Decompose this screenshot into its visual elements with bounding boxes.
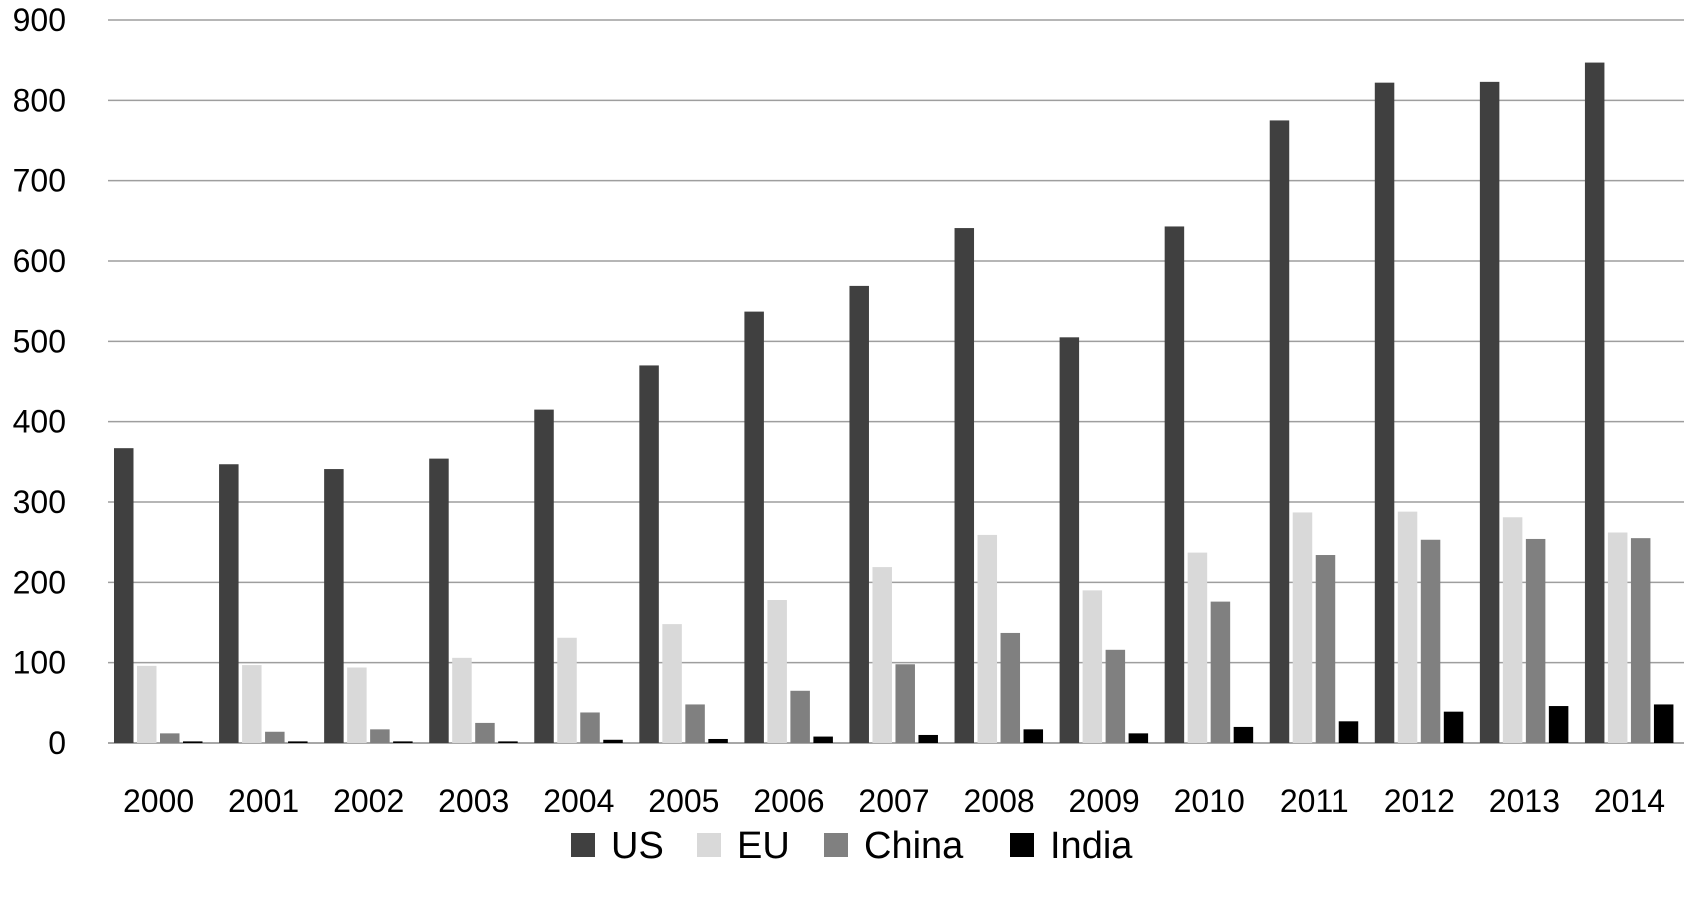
x-tick-label: 2007 <box>858 783 929 819</box>
bar-china-2002 <box>370 729 390 743</box>
bar-china-2000 <box>160 733 180 743</box>
y-tick-label: 400 <box>13 404 66 440</box>
y-tick-label: 700 <box>13 163 66 199</box>
bar-india-2004 <box>603 739 623 743</box>
bar-eu-2003 <box>452 657 472 743</box>
bars <box>114 62 1674 744</box>
bar-us-2012 <box>1374 82 1395 743</box>
x-tick-label: 2001 <box>228 783 299 819</box>
y-tick-label: 300 <box>13 484 66 520</box>
bar-eu-2007 <box>872 567 892 743</box>
bar-us-2010 <box>1164 226 1185 743</box>
bar-china-2007 <box>895 664 915 743</box>
bar-china-2011 <box>1315 555 1336 743</box>
bar-china-2008 <box>1000 632 1021 743</box>
bar-china-2005 <box>685 704 705 743</box>
bar-india-2009 <box>1128 733 1149 743</box>
bar-us-2004 <box>534 409 554 743</box>
y-tick-label: 800 <box>13 82 66 118</box>
x-axis-tick-labels: 2000 2001 2002 2003 2004 2005 2006 2007 2008 2009… <box>123 783 1665 819</box>
bar-eu-2001 <box>242 665 262 743</box>
y-tick-label: 500 <box>13 323 66 359</box>
bar-us-2003 <box>429 458 449 743</box>
legend-swatch-us <box>571 833 595 857</box>
bar-china-2003 <box>475 722 495 743</box>
bar-eu-2004 <box>557 637 577 743</box>
y-tick-label: 200 <box>13 564 66 600</box>
y-tick-label: 0 <box>48 725 66 761</box>
x-tick-label: 2012 <box>1384 783 1455 819</box>
y-tick-label: 900 <box>13 2 66 38</box>
bar-india-2011 <box>1338 721 1359 743</box>
y-axis-tick-labels: 0 100 200 300 400 500 600 700 800 900 <box>13 2 66 761</box>
bar-china-2013 <box>1525 538 1546 743</box>
bar-india-2012 <box>1443 711 1464 743</box>
x-tick-label: 2004 <box>543 783 614 819</box>
x-tick-label: 2010 <box>1174 783 1245 819</box>
bar-india-2001 <box>288 741 308 743</box>
bar-us-2000 <box>114 448 134 743</box>
bar-india-2002 <box>393 741 413 743</box>
bar-eu-2011 <box>1292 512 1313 743</box>
x-tick-label: 2008 <box>963 783 1034 819</box>
bar-us-2008 <box>954 228 975 743</box>
bar-india-2014 <box>1653 704 1674 743</box>
bar-china-2009 <box>1105 649 1126 743</box>
bar-eu-2014 <box>1607 532 1628 743</box>
bar-us-2009 <box>1059 337 1080 743</box>
x-tick-label: 2003 <box>438 783 509 819</box>
legend-label-eu: EU <box>737 825 790 867</box>
legend-label-china: China <box>864 825 964 867</box>
bar-china-2014 <box>1630 538 1651 743</box>
legend-label-india: India <box>1050 825 1133 867</box>
bar-eu-2010 <box>1187 552 1208 743</box>
bar-eu-2013 <box>1502 517 1523 743</box>
x-tick-label: 2014 <box>1594 783 1665 819</box>
bar-india-2010 <box>1233 726 1254 743</box>
x-tick-label: 2013 <box>1489 783 1560 819</box>
bar-us-2013 <box>1479 81 1500 743</box>
bar-us-2005 <box>639 365 659 743</box>
bar-eu-2005 <box>662 624 682 743</box>
x-tick-label: 2011 <box>1280 783 1349 819</box>
x-tick-label: 2006 <box>753 783 824 819</box>
bar-eu-2000 <box>137 665 157 743</box>
x-tick-label: 2005 <box>648 783 719 819</box>
bar-us-2006 <box>744 311 764 743</box>
bar-india-2013 <box>1548 706 1569 743</box>
legend-swatch-eu <box>697 833 721 857</box>
legend: US EU China India <box>571 825 1133 867</box>
y-tick-label: 600 <box>13 243 66 279</box>
bar-india-2003 <box>498 741 518 743</box>
bar-china-2001 <box>265 731 285 743</box>
y-tick-label: 100 <box>13 645 66 681</box>
legend-swatch-india <box>1010 833 1034 857</box>
bar-eu-2006 <box>767 600 787 743</box>
bar-china-2004 <box>580 712 600 743</box>
x-tick-label: 2009 <box>1069 783 1140 819</box>
bar-us-2014 <box>1584 62 1605 744</box>
bar-eu-2002 <box>347 667 367 743</box>
bar-china-2010 <box>1210 601 1231 743</box>
bar-china-2006 <box>790 690 810 743</box>
x-tick-label: 2000 <box>123 783 194 819</box>
bar-china-2012 <box>1420 539 1441 743</box>
bar-india-2007 <box>918 734 938 743</box>
legend-swatch-china <box>824 833 848 857</box>
bar-eu-2008 <box>977 534 998 743</box>
bar-india-2008 <box>1023 729 1044 743</box>
bar-us-2002 <box>324 469 344 743</box>
bar-eu-2009 <box>1082 590 1103 743</box>
bar-us-2001 <box>219 464 239 743</box>
bar-us-2011 <box>1269 120 1290 743</box>
bar-us-2007 <box>849 285 869 743</box>
bar-india-2006 <box>813 736 833 743</box>
bar-india-2005 <box>708 738 728 743</box>
bar-india-2000 <box>183 741 203 743</box>
legend-label-us: US <box>611 825 664 867</box>
bar-eu-2012 <box>1397 511 1418 743</box>
x-tick-label: 2002 <box>333 783 404 819</box>
gridlines <box>108 19 1684 744</box>
